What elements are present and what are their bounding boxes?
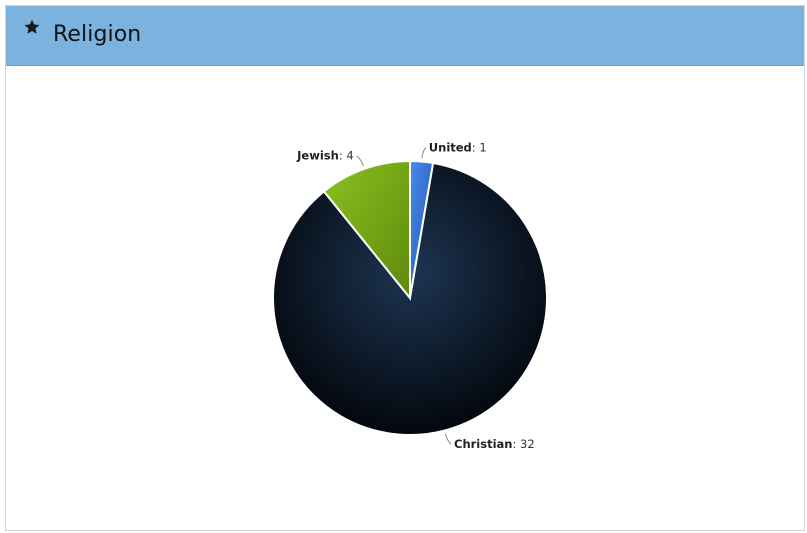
slice-label-value: : 4 — [339, 149, 354, 163]
religion-panel: Religion — [5, 5, 805, 531]
star-icon — [24, 19, 40, 34]
panel-header: Religion — [6, 6, 804, 66]
slice-label-name: United — [429, 141, 472, 155]
slice-label-christian: Christian: 32 — [454, 437, 535, 451]
pie-slice-jewish[interactable] — [322, 159, 411, 301]
slice-label-united: United: 1 — [429, 141, 487, 155]
label-connector-jewish — [356, 155, 364, 167]
panel-title: Religion — [53, 22, 142, 47]
slice-label-name: Jewish — [296, 149, 339, 163]
slice-label-value: : 1 — [472, 141, 487, 155]
slice-label-jewish: Jewish: 4 — [296, 149, 354, 163]
slice-label-name: Christian — [454, 437, 512, 451]
label-connector-christian — [444, 433, 452, 445]
label-connector-united — [421, 147, 427, 159]
slice-label-value: : 32 — [512, 437, 534, 451]
